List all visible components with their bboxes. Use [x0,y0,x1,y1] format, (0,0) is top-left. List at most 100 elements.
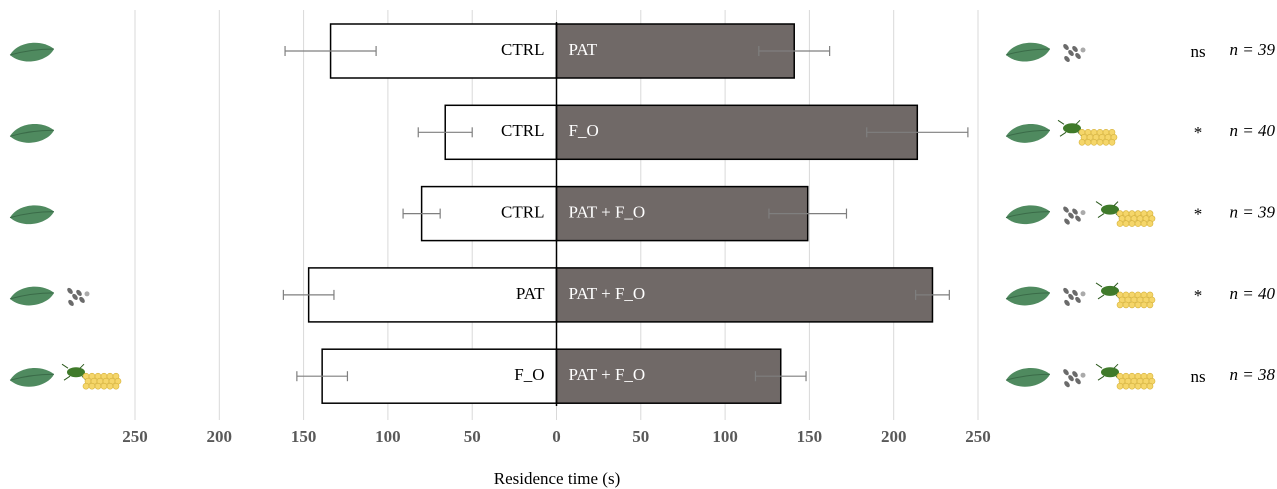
left-label: PAT [516,284,545,303]
egg [107,383,113,389]
egg [1147,302,1153,308]
right-label: PAT + F_O [569,365,646,384]
egg [1117,302,1123,308]
leaf-icon [10,368,54,387]
egg [1123,302,1129,308]
right-label: PAT + F_O [569,203,646,222]
left-label: CTRL [501,203,544,222]
pathogen [1063,55,1071,63]
significance: * [1194,123,1203,142]
leaf [1006,124,1050,143]
egg [1141,383,1147,389]
egg [1117,221,1123,227]
leaf-icon [1006,368,1050,387]
spore [85,291,90,296]
egg [1109,139,1115,145]
fo-icon [1096,202,1155,227]
pat-icon [1062,43,1085,63]
n-label: n = 39 [1230,40,1276,59]
fo-icon [1096,364,1155,389]
fo-icon [1096,283,1155,308]
egg [1147,221,1153,227]
left-label: CTRL [501,40,544,59]
right-label: PAT + F_O [569,284,646,303]
pathogen [1063,299,1071,307]
egg [1147,383,1153,389]
egg [1141,302,1147,308]
significance: * [1194,286,1203,305]
pathogen [67,299,75,307]
egg [1129,221,1135,227]
significance: ns [1190,367,1205,386]
x-axis-label: Residence time (s) [494,469,621,488]
leaf-icon [1006,287,1050,306]
x-tick-label: 250 [965,427,991,446]
insect [1063,123,1081,133]
n-label: n = 40 [1230,121,1276,140]
insect [1101,367,1119,377]
page: {"chart_data": {"type": "diverging_bar",… [0,0,1277,489]
leaf [10,287,54,306]
egg [1123,383,1129,389]
pathogen [1063,218,1071,226]
leaf-icon [10,124,54,143]
leaf [10,43,54,62]
pathogen [1062,368,1070,376]
egg [1091,139,1097,145]
chart: Residence time (s) 250200150100500501001… [0,0,1277,489]
leaf [1006,287,1050,306]
spore [1081,210,1086,215]
egg [83,383,89,389]
leaf [10,368,54,387]
egg [1135,221,1141,227]
x-tick-label: 150 [291,427,317,446]
leaf [1006,205,1050,224]
leaf [1006,43,1050,62]
egg [1135,302,1141,308]
insect [1101,205,1119,215]
x-tick-label: 0 [552,427,561,446]
x-tick-label: 100 [375,427,401,446]
pathogen [1062,287,1070,295]
egg [101,383,107,389]
egg [1097,139,1103,145]
egg [89,383,95,389]
egg [1079,139,1085,145]
pathogen [1062,206,1070,214]
egg [1117,383,1123,389]
leaf-icon [10,205,54,224]
pathogen [1063,380,1071,388]
x-tick-label: 50 [632,427,649,446]
right-label: PAT [569,40,598,59]
leaf-icon [1006,43,1050,62]
pathogen [1074,296,1082,304]
leaf [10,124,54,143]
pathogen [66,287,74,295]
egg [1103,139,1109,145]
pathogen [78,296,86,304]
leaf-icon [1006,124,1050,143]
bar-right [557,105,918,159]
egg [1129,383,1135,389]
egg [1085,139,1091,145]
left-label: CTRL [501,121,544,140]
pat-icon [66,287,89,307]
left-label: F_O [514,365,544,384]
significance: * [1194,205,1203,224]
x-tick-label: 200 [207,427,233,446]
x-tick-label: 100 [712,427,738,446]
n-label: n = 40 [1230,284,1276,303]
insect [67,367,85,377]
egg [113,383,119,389]
spore [1081,48,1086,53]
egg [1129,302,1135,308]
fo-icon [62,364,121,389]
egg [95,383,101,389]
right-label: F_O [569,121,599,140]
fo-icon [1058,120,1117,145]
insect [1101,286,1119,296]
leaf [1006,368,1050,387]
x-tick-label: 150 [797,427,823,446]
pathogen [1062,43,1070,51]
x-tick-label: 200 [881,427,907,446]
